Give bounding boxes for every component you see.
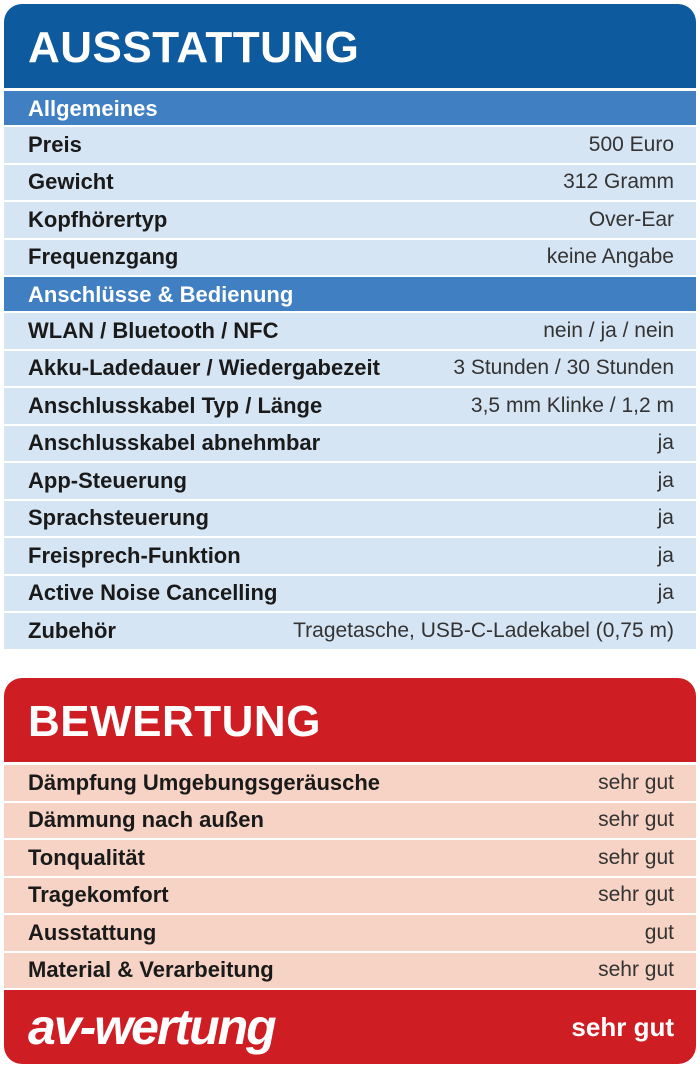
row-value: 3,5 mm Klinke / 1,2 m [470, 393, 674, 417]
row-value: 312 Gramm [563, 170, 674, 194]
row-value: ja [657, 468, 674, 492]
row-gewicht: Gewicht 312 Gramm [4, 164, 696, 202]
row-label: Tragekomfort [28, 882, 169, 908]
row-value: ja [657, 543, 674, 567]
row-value: ja [657, 581, 674, 605]
row-value: keine Angabe [546, 245, 674, 269]
row-value: ja [657, 431, 674, 455]
row-value: ja [657, 506, 674, 530]
row-label: Frequenzgang [28, 244, 179, 270]
row-tragekomfort: Tragekomfort sehr gut [4, 877, 696, 915]
row-label: Dämmung nach außen [28, 807, 264, 833]
wertung-footer: av-wertung sehr gut [4, 990, 696, 1064]
ausstattung-title: AUSSTATTUNG [4, 4, 696, 91]
row-tonqualitaet: Tonqualität sehr gut [4, 840, 696, 878]
row-freisprech-funktion: Freisprech-Funktion ja [4, 538, 696, 576]
row-value: sehr gut [598, 770, 674, 794]
row-anschlusskabel-abnehmbar: Anschlusskabel abnehmbar ja [4, 425, 696, 463]
bewertung-panel: BEWERTUNG Dämpfung Umgebungsgeräusche se… [4, 678, 696, 1064]
row-kopfhoerertyp: Kopfhörertyp Over-Ear [4, 202, 696, 240]
row-value: 500 Euro [588, 132, 674, 156]
row-label: Ausstattung [28, 919, 157, 945]
ausstattung-panel: AUSSTATTUNG Allgemeines Preis 500 Euro G… [4, 4, 696, 651]
row-label: Gewicht [28, 169, 114, 195]
row-daempfung: Dämpfung Umgebungsgeräusche sehr gut [4, 765, 696, 803]
row-label: WLAN / Bluetooth / NFC [28, 317, 279, 343]
row-value: sehr gut [598, 808, 674, 832]
bewertung-title: BEWERTUNG [4, 678, 696, 765]
row-label: Preis [28, 131, 82, 157]
row-label: Anschlusskabel abnehmbar [28, 430, 321, 456]
row-value: Over-Ear [588, 207, 674, 231]
row-wlan-bluetooth-nfc: WLAN / Bluetooth / NFC nein / ja / nein [4, 313, 696, 351]
row-preis: Preis 500 Euro [4, 127, 696, 165]
row-value: sehr gut [598, 845, 674, 869]
row-label: Kopfhörertyp [28, 206, 168, 232]
row-label: Anschlusskabel Typ / Länge [28, 392, 323, 418]
section-anschluesse-bedienung: Anschlüsse & Bedienung [4, 277, 696, 313]
row-label: Freisprech-Funktion [28, 542, 241, 568]
row-label: Sprachsteuerung [28, 505, 209, 531]
section-allgemeines: Allgemeines [4, 91, 696, 127]
row-value: nein / ja / nein [543, 318, 674, 342]
row-label: Zubehör [28, 617, 116, 643]
row-anschlusskabel-typ: Anschlusskabel Typ / Länge 3,5 mm Klinke… [4, 388, 696, 426]
row-label: Akku-Ladedauer / Wiedergabezeit [28, 355, 380, 381]
row-value: sehr gut [598, 958, 674, 982]
row-value: sehr gut [598, 883, 674, 907]
row-sprachsteuerung: Sprachsteuerung ja [4, 500, 696, 538]
row-label: Active Noise Cancelling [28, 580, 278, 606]
row-akku: Akku-Ladedauer / Wiedergabezeit 3 Stunde… [4, 350, 696, 388]
overall-verdict: sehr gut [571, 1011, 674, 1042]
row-frequenzgang: Frequenzgang keine Angabe [4, 239, 696, 277]
row-label: App-Steuerung [28, 467, 187, 493]
row-active-noise-cancelling: Active Noise Cancelling ja [4, 575, 696, 613]
row-value: gut [644, 920, 674, 944]
row-value: 3 Stunden / 30 Stunden [453, 356, 674, 380]
row-daemmung: Dämmung nach außen sehr gut [4, 802, 696, 840]
av-wertung-logo: av-wertung [28, 999, 277, 1055]
row-zubehoer: Zubehör Tragetasche, USB-C-Ladekabel (0,… [4, 613, 696, 651]
row-ausstattung: Ausstattung gut [4, 915, 696, 953]
row-label: Dämpfung Umgebungsgeräusche [28, 769, 381, 795]
row-label: Tonqualität [28, 844, 145, 870]
row-app-steuerung: App-Steuerung ja [4, 463, 696, 501]
row-value: Tragetasche, USB-C-Ladekabel (0,75 m) [293, 618, 674, 642]
row-label: Material & Verarbeitung [28, 957, 274, 983]
row-material: Material & Verarbeitung sehr gut [4, 952, 696, 990]
